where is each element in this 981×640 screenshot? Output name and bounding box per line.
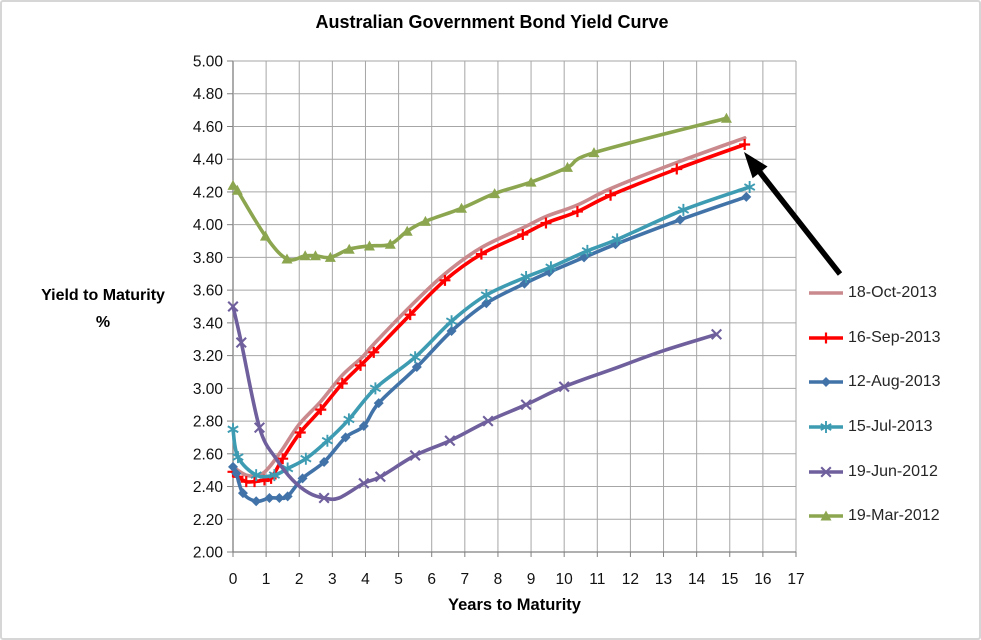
y-tick-label: 3.80: [193, 250, 224, 267]
gridlines: 0 1 2 3 4 5 6 7 8 9 10 11 12 13 14 15 16 172.002.202.402.…: [193, 54, 805, 589]
series-19-mar-2012: [227, 112, 732, 264]
y-tick-label: 4.60: [193, 119, 224, 136]
y-axis-title-line1: Yield to Maturity: [41, 287, 165, 304]
x-tick-label: 10: [556, 571, 574, 588]
series-markers-12-aug-2013: [228, 191, 752, 507]
legend-key-16-sep-2013: [809, 332, 843, 344]
y-tick-label: 2.60: [193, 446, 224, 463]
legend-label-15-jul-2013: 15-Jul-2013: [848, 418, 933, 436]
legend-label-12-aug-2013: 12-Aug-2013: [848, 373, 941, 391]
y-tick-label: 4.40: [193, 152, 224, 169]
series-line-19-jun-2012: [231, 304, 719, 502]
x-tick-label: 16: [754, 571, 771, 588]
series-markers-16-sep-2013: [227, 138, 751, 488]
series-19-jun-2012: [227, 300, 723, 504]
y-tick-label: 4.80: [193, 86, 224, 103]
x-tick-label: 6: [427, 571, 436, 588]
x-tick-label: 3: [328, 571, 337, 588]
y-tick-label: 5.00: [193, 54, 224, 71]
y-tick-label: 4.20: [193, 184, 224, 201]
x-tick-label: 1: [262, 571, 271, 588]
x-tick-label: 9: [527, 571, 536, 588]
legend-item-15-jul-2013: 15-Jul-2013: [808, 405, 978, 450]
x-tick-label: 5: [394, 571, 403, 588]
y-tick-label: 3.00: [193, 381, 224, 398]
x-tick-label: 12: [622, 571, 639, 588]
y-tick-label: 2.40: [193, 479, 224, 496]
y-axis-title: Yield to Maturity %: [22, 282, 184, 336]
x-tick-label: 4: [361, 571, 370, 588]
legend-key-15-jul-2013: [809, 421, 843, 434]
y-tick-label: 2.80: [193, 414, 224, 431]
x-tick-label: 8: [494, 571, 503, 588]
legend-item-12-aug-2013: 12-Aug-2013: [808, 360, 978, 405]
x-tick-label: 0: [229, 571, 238, 588]
series-markers-19-jun-2012: [227, 300, 723, 504]
x-tick-label: 2: [295, 571, 304, 588]
y-tick-label: 3.40: [193, 315, 224, 332]
series-16-sep-2013: [227, 138, 751, 488]
series-line-19-mar-2012: [231, 116, 729, 262]
x-tick-label: 17: [787, 571, 804, 588]
legend-item-16-sep-2013: 16-Sep-2013: [808, 316, 978, 361]
series-line-15-jul-2013: [231, 185, 752, 479]
legend-key-18-oct-2013: [809, 291, 843, 296]
y-tick-label: 4.00: [193, 217, 224, 234]
series-markers-15-jul-2013: [227, 181, 756, 482]
series-markers-19-mar-2012: [227, 112, 732, 264]
legend-label-18-oct-2013: 18-Oct-2013: [848, 284, 937, 302]
legend-label-19-jun-2012: 19-Jun-2012: [848, 462, 938, 480]
y-tick-label: 2.00: [193, 545, 224, 562]
annotation-arrow: [744, 152, 843, 276]
legend-label-19-mar-2012: 19-Mar-2012: [848, 507, 940, 525]
x-tick-label: 15: [721, 571, 738, 588]
x-tick-label: 13: [655, 571, 672, 588]
legend-label-16-sep-2013: 16-Sep-2013: [848, 328, 941, 346]
series-18-oct-2013: [231, 136, 747, 478]
y-axis-title-line2: %: [95, 314, 111, 331]
y-tick-label: 3.20: [193, 348, 224, 365]
y-tick-label: 3.60: [193, 283, 224, 300]
chart-title: Australian Government Bond Yield Curve: [315, 12, 669, 32]
series-12-aug-2013: [228, 191, 752, 507]
legend-key-12-aug-2013: [809, 377, 843, 388]
x-tick-label: 11: [589, 571, 605, 588]
legend-key-19-jun-2012: [809, 466, 843, 478]
x-axis-title: Years to Maturity: [448, 596, 581, 614]
x-tick-label: 7: [461, 571, 470, 588]
x-tick-label: 14: [688, 571, 706, 588]
legend-item-19-jun-2012: 19-Jun-2012: [808, 449, 978, 494]
legend: 18-Oct-2013 16-Sep-2013 12-Aug-2013 15-Jul-…: [808, 271, 978, 539]
legend-item-18-oct-2013: 18-Oct-2013: [808, 271, 978, 316]
y-tick-label: 2.20: [193, 512, 224, 529]
series-line-18-oct-2013: [231, 136, 747, 478]
legend-key-19-mar-2012: [809, 510, 843, 521]
legend-item-19-mar-2012: 19-Mar-2012: [808, 494, 978, 539]
series-15-jul-2013: [227, 181, 756, 482]
